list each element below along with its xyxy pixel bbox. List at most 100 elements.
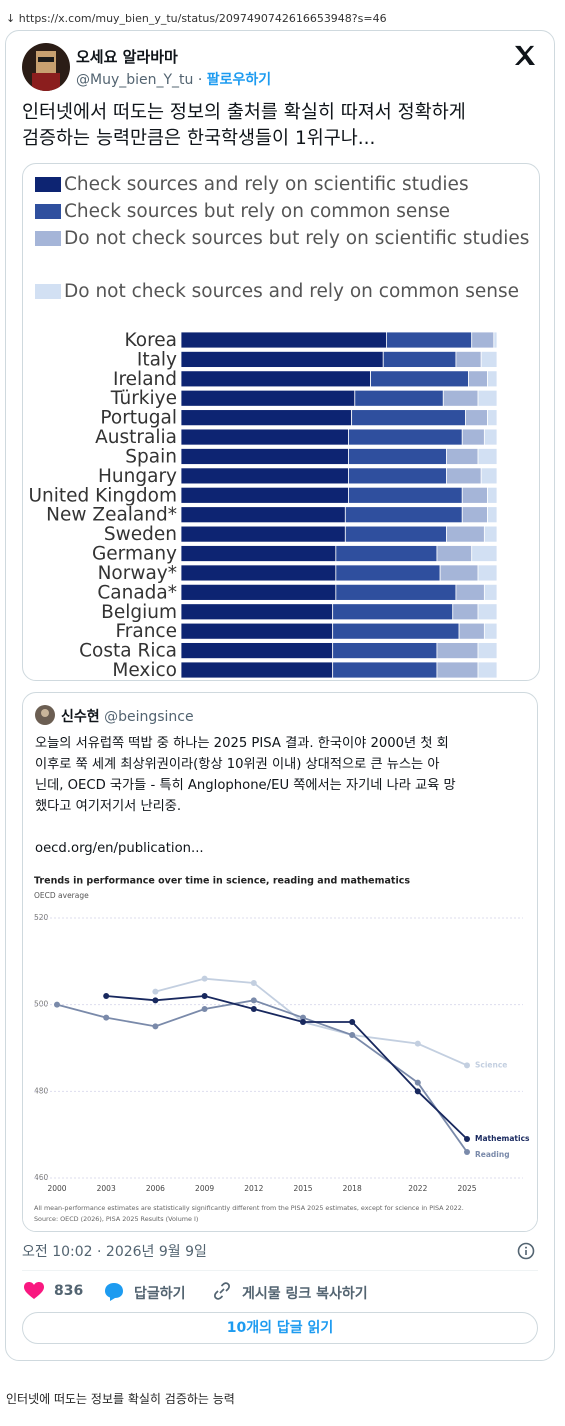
series-label: Mathematics	[475, 1134, 530, 1143]
data-point	[250, 997, 257, 1004]
x-tick-label: 2003	[97, 1184, 116, 1193]
x-tick-label: 2009	[195, 1184, 214, 1193]
quote-text-line: 이후로 쭉 세계 최상위권이라(항상 10위권 이내) 상대적으로 큰 뉴스는 …	[35, 757, 440, 772]
bar-segment	[335, 564, 441, 582]
bar-segment	[382, 351, 457, 368]
bar-segment	[180, 583, 337, 601]
category-label: Canada*	[97, 582, 177, 603]
bar-segment	[180, 506, 346, 524]
avatar[interactable]	[22, 43, 70, 91]
data-point	[152, 988, 159, 995]
bar-segment	[461, 506, 488, 524]
bar-segment	[180, 467, 349, 485]
data-point	[464, 1136, 470, 1142]
category-label: Ireland	[113, 369, 177, 390]
bar-segment	[461, 486, 488, 504]
bar-segment	[477, 389, 498, 407]
bar-segment	[180, 409, 353, 427]
data-point	[414, 1079, 421, 1086]
category-label: Hungary	[98, 466, 177, 487]
follow-button[interactable]: 팔로우하기	[206, 72, 272, 88]
bar-segment	[332, 603, 454, 621]
media-image[interactable]: Check sources and rely on scientific stu…	[22, 163, 540, 681]
series-line	[106, 995, 468, 1140]
category-label: Spain	[125, 446, 177, 467]
data-point	[250, 1006, 257, 1012]
quote-card[interactable]: 신수현 @beingsince 오늘의 서유럽쪽 떡밥 중 하나는 2025 P…	[22, 692, 538, 1232]
bar-segment	[344, 506, 463, 524]
line-chart: Trends in performance over time in scien…	[23, 862, 537, 1231]
y-tick-label: 520	[34, 913, 49, 922]
author-handle[interactable]: @Muy_bien_Y_tu	[76, 72, 194, 88]
bar-segment	[477, 642, 498, 659]
data-point	[300, 1019, 306, 1025]
timestamp[interactable]: 오전 10:02 · 2026년 9월 9일	[22, 1244, 207, 1260]
bar-segment	[180, 389, 356, 407]
category-label: Italy	[137, 349, 177, 370]
data-point	[103, 993, 110, 999]
bar-segment	[180, 545, 337, 562]
category-label: Mexico	[112, 660, 177, 680]
bar-segment	[446, 448, 479, 465]
data-point	[464, 1149, 470, 1155]
copy-link-button[interactable]: 게시물 링크 복사하기	[242, 1286, 368, 1302]
x-logo[interactable]	[514, 45, 536, 65]
bar-segment	[458, 622, 485, 640]
data-point	[414, 1088, 421, 1095]
bar-segment	[344, 525, 447, 543]
category-label: Portugal	[100, 408, 177, 429]
bar-segment	[446, 467, 482, 485]
bar-segment	[464, 409, 488, 427]
data-point	[54, 1001, 60, 1008]
read-replies-button[interactable]: 10개의 답글 읽기	[22, 1312, 538, 1344]
x-tick-label: 2015	[293, 1184, 312, 1193]
data-point	[152, 1023, 159, 1030]
data-point	[349, 1019, 356, 1025]
bar-segment	[461, 428, 485, 446]
bar-segment	[436, 661, 479, 679]
category-label: New Zealand*	[46, 505, 177, 526]
bar-segment	[446, 525, 485, 543]
separator: ·	[197, 72, 203, 88]
bar-segment	[180, 331, 387, 349]
bar-segment	[455, 583, 485, 601]
quote-handle: @beingsince	[104, 709, 194, 725]
bar-segment	[335, 583, 457, 601]
category-label: Norway*	[98, 563, 177, 584]
like-icon[interactable]	[24, 1282, 44, 1300]
bar-segment	[180, 642, 334, 659]
data-point	[300, 1014, 306, 1021]
data-point	[464, 1062, 470, 1069]
bar-chart: KoreaItalyIrelandTürkiyePortugalAustrali…	[29, 330, 498, 680]
category-label: Sweden	[104, 524, 177, 545]
reply-icon[interactable]	[104, 1282, 124, 1301]
bar-segment	[442, 389, 479, 407]
author-name[interactable]: 오세요 알라바마	[76, 48, 178, 66]
reply-button[interactable]: 답글하기	[134, 1286, 186, 1302]
author-meta: @Muy_bien_Y_tu · 팔로우하기	[76, 69, 271, 89]
data-point	[152, 997, 159, 1004]
x-tick-label: 2000	[47, 1184, 66, 1193]
bar-segment	[348, 467, 447, 485]
like-count: 836	[54, 1283, 84, 1299]
bar-segment	[436, 545, 473, 562]
category-label: Korea	[125, 330, 177, 351]
tweet-text-line: 검증하는 능력만큼은 한국학생들이 1위구나...	[22, 128, 376, 149]
bar-segment	[332, 642, 438, 659]
bar-segment	[480, 467, 498, 485]
data-point	[349, 1032, 356, 1038]
bar-segment	[335, 545, 438, 562]
quote-text-line: 오늘의 서유럽쪽 떡밥 중 하나는 2025 PISA 결과. 한국이야 200…	[35, 736, 449, 751]
link-icon[interactable]	[213, 1282, 231, 1300]
bar-segment	[480, 351, 498, 368]
category-label: Germany	[92, 544, 177, 565]
quote-link[interactable]: oecd.org/en/publication...	[35, 841, 204, 856]
bar-segment	[180, 448, 349, 465]
info-icon[interactable]	[517, 1242, 535, 1260]
x-tick-label: 2022	[408, 1184, 427, 1193]
x-tick-label: 2018	[343, 1184, 362, 1193]
caption: 인터넷에 떠도는 정보를 확실히 검증하는 능력	[6, 1392, 235, 1406]
bar-segment	[180, 486, 349, 504]
bar-segment	[477, 564, 498, 582]
legend-label: Check sources and rely on scientific stu…	[64, 174, 469, 195]
